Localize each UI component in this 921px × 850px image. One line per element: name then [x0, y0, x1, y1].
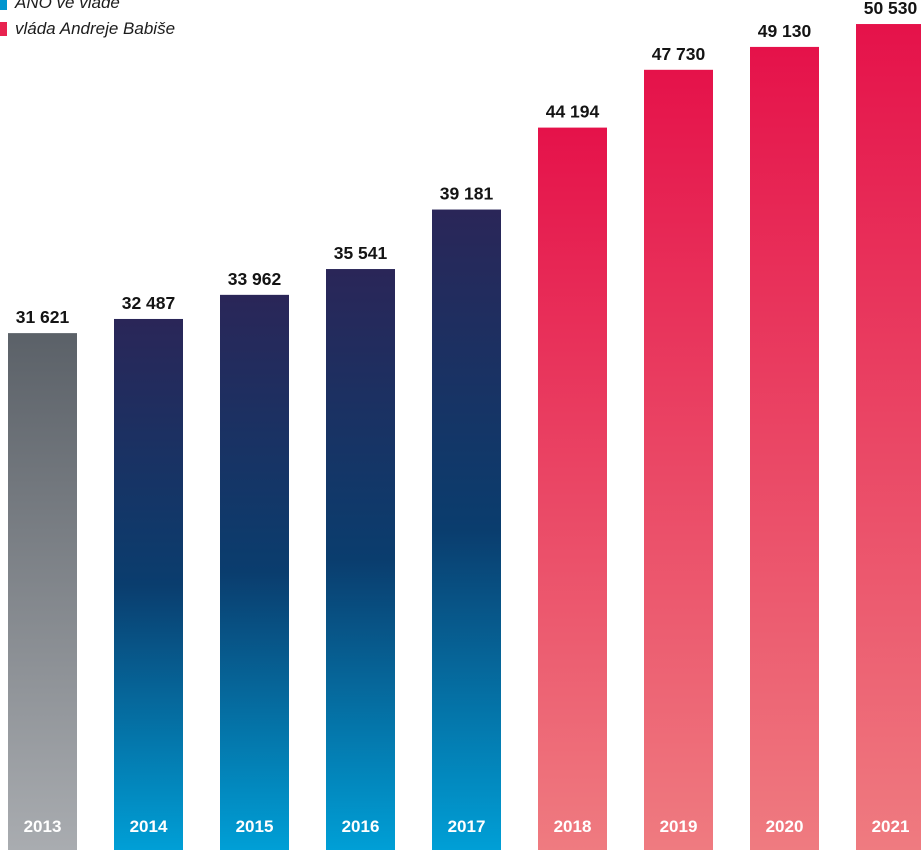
bar-2018 [538, 127, 607, 850]
bar-category-label-2015: 2015 [236, 817, 274, 836]
bar-2017 [432, 209, 501, 850]
legend-swatch-ano [0, 0, 7, 10]
bar-value-label-2021: 50 530 [864, 0, 918, 18]
bar-value-label-2013: 31 621 [16, 307, 70, 327]
legend-label-ano: ANO ve vládě [15, 0, 120, 12]
bar-category-label-2014: 2014 [130, 817, 168, 836]
bar-2014 [114, 318, 183, 850]
bar-category-label-2019: 2019 [660, 817, 698, 836]
bar-value-label-2016: 35 541 [334, 243, 388, 263]
bar-value-label-2014: 32 487 [122, 293, 176, 313]
bar-2015 [220, 294, 289, 850]
bar-value-label-2020: 49 130 [758, 21, 812, 41]
legend-label-babis: vláda Andreje Babiše [15, 19, 176, 38]
bar-2020 [750, 46, 819, 850]
bar-2016 [326, 269, 395, 850]
bar-value-label-2019: 47 730 [652, 44, 706, 64]
legend-item-babis: vláda Andreje Babiše [0, 16, 175, 42]
bar-category-label-2016: 2016 [342, 817, 380, 836]
legend-item-ano: ANO ve vládě [0, 0, 175, 16]
bar-2013 [8, 333, 77, 850]
legend-swatch-babis [0, 22, 7, 36]
bar-value-label-2017: 39 181 [440, 184, 494, 204]
bar-category-label-2020: 2020 [766, 817, 804, 836]
bar-2019 [644, 69, 713, 850]
legend: ANO ve vládě vláda Andreje Babiše [0, 0, 175, 42]
bar-category-label-2021: 2021 [872, 817, 910, 836]
bar-category-label-2013: 2013 [24, 817, 62, 836]
bar-value-label-2015: 33 962 [228, 269, 282, 289]
bar-category-label-2018: 2018 [554, 817, 592, 836]
bar-category-label-2017: 2017 [448, 817, 486, 836]
bar-2021 [856, 24, 921, 850]
bars-group: 31 621 2013 32 487 2014 33 962 2015 35 541 2016… [8, 0, 921, 850]
bar-value-label-2018: 44 194 [546, 102, 600, 122]
